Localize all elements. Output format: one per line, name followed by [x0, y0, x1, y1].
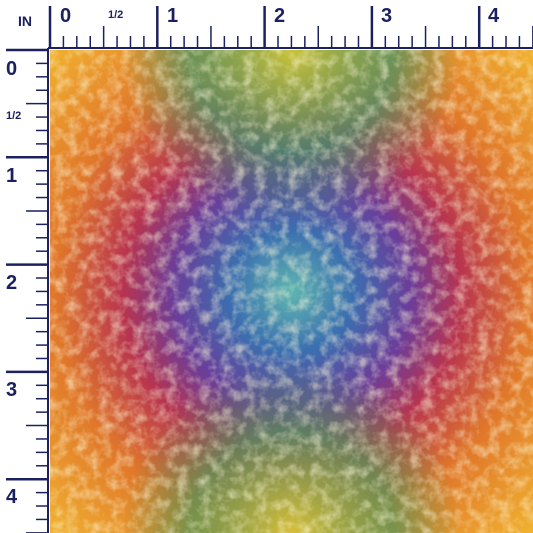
unit-label: IN	[18, 13, 32, 29]
left-label: 1	[6, 165, 17, 187]
left-label: 3	[6, 379, 17, 401]
top-label: 3	[381, 5, 392, 27]
left-label: 4	[6, 486, 18, 508]
top-label: 4	[488, 5, 500, 27]
left-label: 0	[6, 58, 17, 80]
top-label: 0	[60, 5, 71, 27]
top-label: 1/2	[108, 9, 123, 21]
top-label: 1	[167, 5, 178, 27]
left-label: 1/2	[6, 110, 21, 122]
top-label: 2	[274, 5, 285, 27]
pattern	[50, 50, 533, 533]
left-label: 2	[6, 272, 17, 294]
